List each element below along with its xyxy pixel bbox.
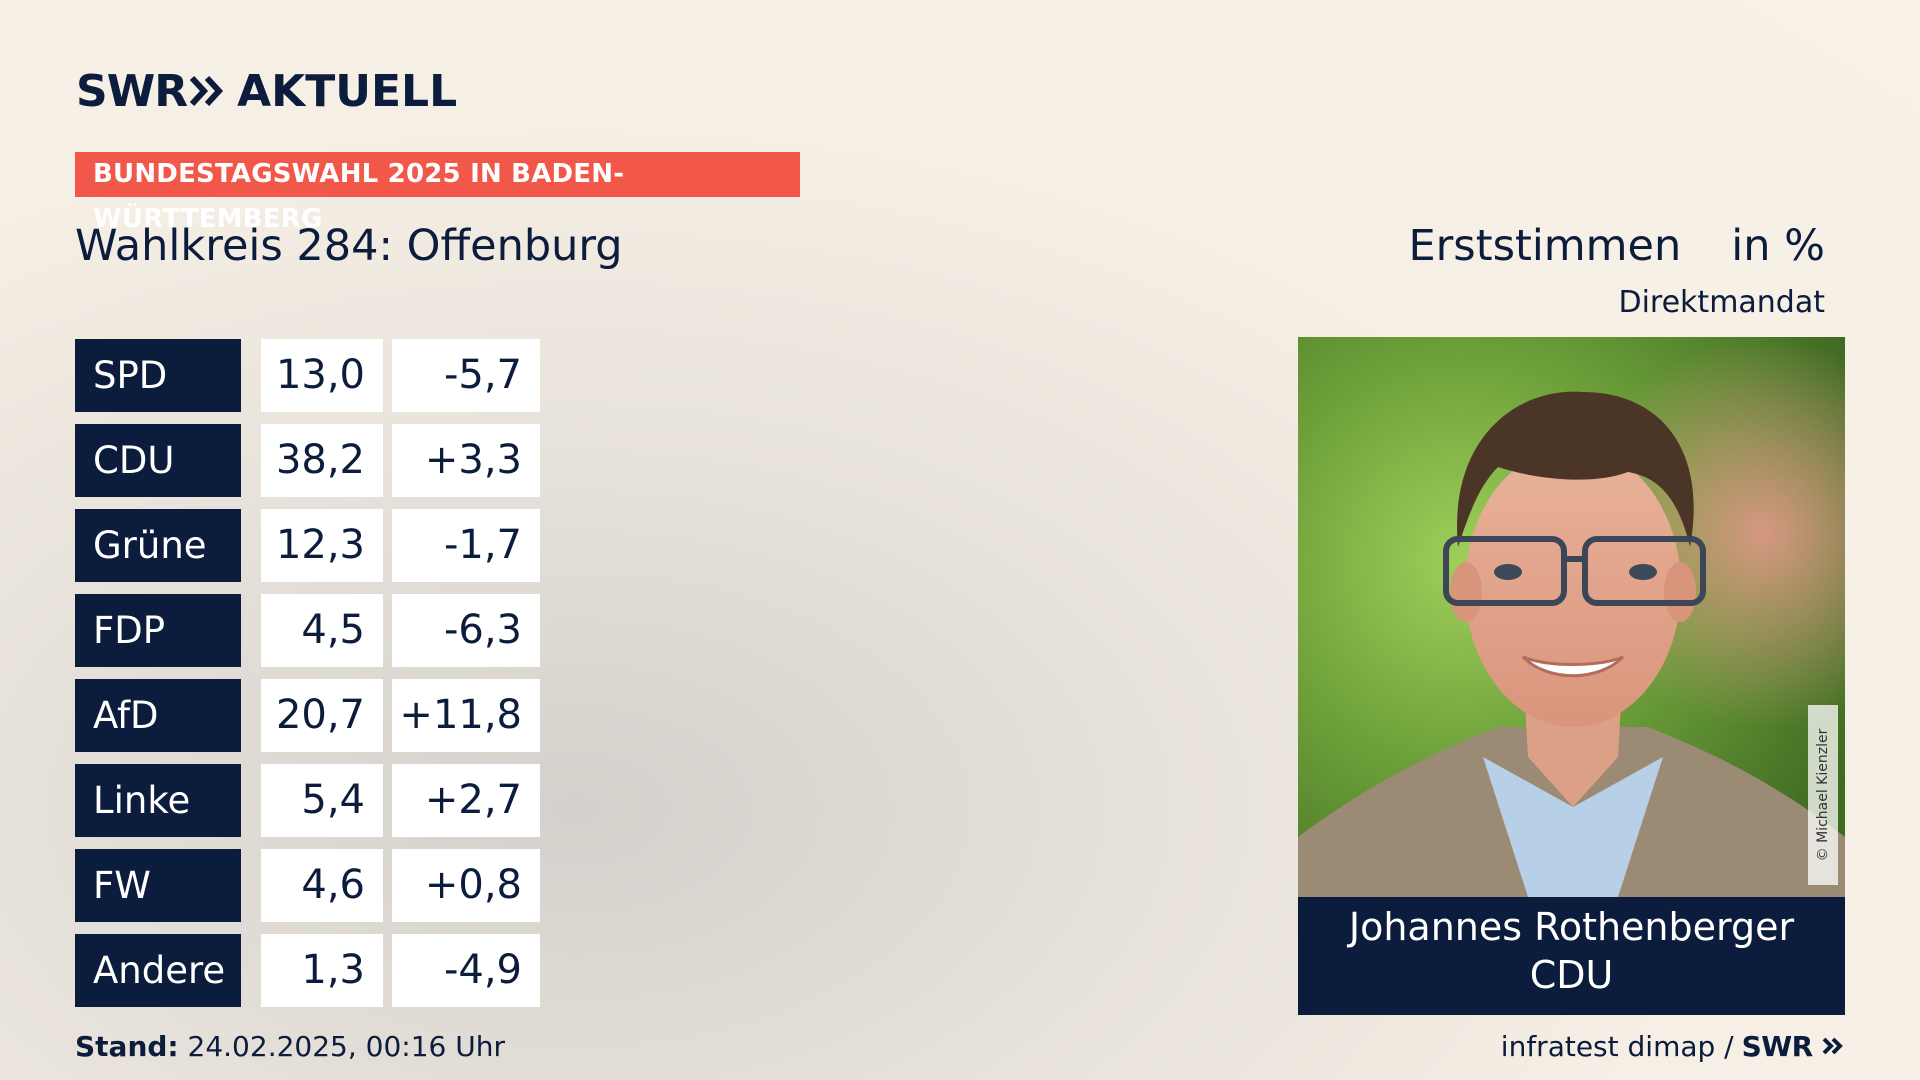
stand-label: Stand:	[75, 1030, 179, 1063]
stand-value: 24.02.2025, 00:16 Uhr	[187, 1030, 505, 1063]
source-text: infratest dimap /	[1500, 1030, 1734, 1063]
table-row: AfD 20,7 +11,8	[75, 679, 540, 752]
vote-share-value: 20,7	[261, 679, 383, 752]
vote-share-value: 1,3	[261, 934, 383, 1007]
vote-change-value: +3,3	[392, 424, 540, 497]
vote-share-value: 5,4	[261, 764, 383, 837]
swr-footer-logo: SWR	[1742, 1030, 1844, 1063]
vote-change-value: -6,3	[392, 594, 540, 667]
double-chevron-icon	[189, 75, 224, 107]
party-label: Andere	[75, 934, 241, 1007]
table-row: Andere 1,3 -4,9	[75, 934, 540, 1007]
table-row: CDU 38,2 +3,3	[75, 424, 540, 497]
logo-part2: AKTUELL	[237, 65, 458, 117]
table-row: FDP 4,5 -6,3	[75, 594, 540, 667]
party-label: CDU	[75, 424, 241, 497]
candidate-portrait	[1298, 337, 1845, 897]
candidate-name: Johannes Rothenberger	[1348, 905, 1795, 949]
table-row: SPD 13,0 -5,7	[75, 339, 540, 412]
page-title: Wahlkreis 284: Offenburg	[75, 221, 623, 271]
vote-share-value: 4,5	[261, 594, 383, 667]
vote-type-header: Erststimmen in %	[1408, 221, 1825, 271]
vote-change-value: +2,7	[392, 764, 540, 837]
timestamp: Stand: 24.02.2025, 00:16 Uhr	[75, 1030, 505, 1063]
election-banner: BUNDESTAGSWAHL 2025 IN BADEN-WÜRTTEMBERG	[75, 152, 800, 234]
swr-aktuell-logo: SWR AKTUELL	[76, 65, 458, 117]
direktmandat-label: Direktmandat	[1618, 285, 1825, 320]
vote-change-value: +11,8	[392, 679, 540, 752]
table-row: Linke 5,4 +2,7	[75, 764, 540, 837]
party-label: FDP	[75, 594, 241, 667]
party-label: FW	[75, 849, 241, 922]
party-label: SPD	[75, 339, 241, 412]
vote-change-value: -4,9	[392, 934, 540, 1007]
vote-type-label: Erststimmen	[1408, 221, 1682, 271]
party-label: AfD	[75, 679, 241, 752]
photo-credit: © Michael Kienzler	[1808, 705, 1838, 885]
source-credit: infratest dimap / SWR	[1501, 1030, 1844, 1063]
party-label: Grüne	[75, 509, 241, 582]
logo-part1: SWR	[76, 65, 188, 117]
vote-change-value: -1,7	[392, 509, 540, 582]
vote-change-value: +0,8	[392, 849, 540, 922]
vote-change-value: -5,7	[392, 339, 540, 412]
party-label: Linke	[75, 764, 241, 837]
vote-share-value: 13,0	[261, 339, 383, 412]
vote-share-value: 4,6	[261, 849, 383, 922]
unit-label: in %	[1731, 221, 1825, 271]
vote-share-value: 38,2	[261, 424, 383, 497]
double-chevron-icon	[1822, 1037, 1843, 1055]
candidate-party: CDU	[1529, 953, 1614, 997]
table-row: FW 4,6 +0,8	[75, 849, 540, 922]
table-row: Grüne 12,3 -1,7	[75, 509, 540, 582]
vote-share-value: 12,3	[261, 509, 383, 582]
candidate-caption: Johannes Rothenberger CDU	[1298, 897, 1845, 1015]
